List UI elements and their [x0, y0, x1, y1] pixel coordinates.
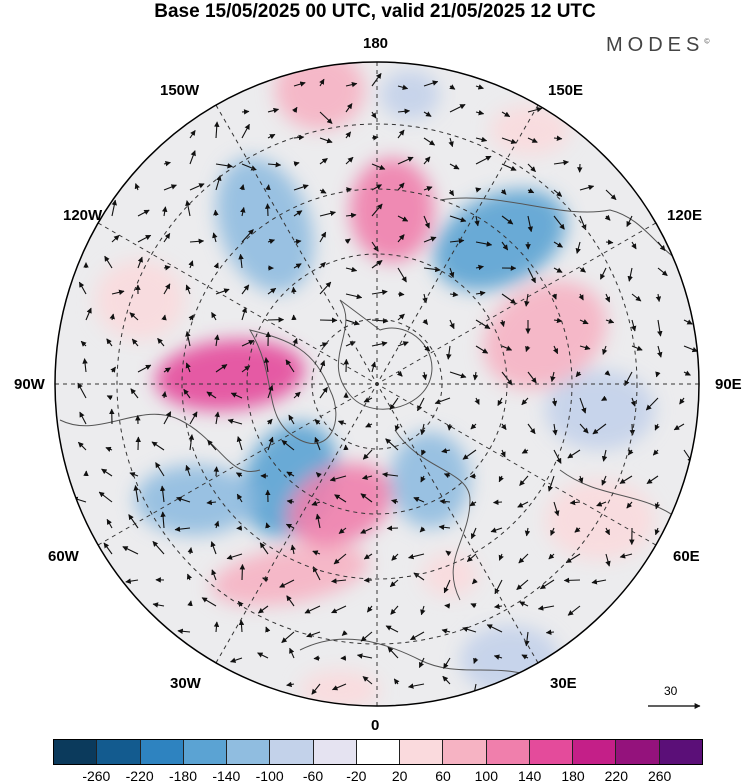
- reference-vector-label: 30: [664, 684, 677, 698]
- lon-label-60w: 60W: [48, 549, 79, 565]
- colorbar-tick-label: 20: [378, 768, 422, 784]
- colorbar-swatch: [97, 740, 140, 764]
- colorbar-tick-label: -100: [248, 768, 292, 784]
- anomaly-patch: [135, 465, 255, 535]
- wind-arrow: [398, 294, 404, 295]
- colorbar-tick-label: -260: [74, 768, 118, 784]
- wind-arrow: [268, 185, 269, 190]
- wind-arrow: [242, 565, 243, 581]
- lon-label-120w: 120W: [63, 208, 102, 224]
- colorbar-tick-label: -220: [118, 768, 162, 784]
- anomaly-patch: [545, 480, 655, 560]
- wind-arrow: [546, 632, 554, 633]
- anomaly-patch: [350, 158, 434, 262]
- colorbar-swatch: [357, 740, 400, 764]
- colorbar-tick-label: -20: [334, 768, 378, 784]
- colorbar-tick-label: 100: [464, 768, 508, 784]
- wind-arrow: [268, 204, 269, 216]
- wind-arrow: [470, 476, 476, 477]
- brand-name: MODES: [606, 34, 704, 56]
- wind-arrow: [314, 658, 320, 659]
- colorbar-swatch: [184, 740, 227, 764]
- anomaly-patch: [275, 50, 365, 130]
- colorbar-swatch: [227, 740, 270, 764]
- colorbar-tick-label: 180: [551, 768, 595, 784]
- anomaly-patch: [390, 432, 470, 528]
- colorbar-swatch: [616, 740, 659, 764]
- wind-arrow: [293, 287, 294, 294]
- wind-arrow: [564, 580, 580, 581]
- wind-arrow: [242, 111, 249, 112]
- lon-label-30e: 30E: [550, 676, 577, 692]
- colorbar-swatch: [660, 740, 702, 764]
- colorbar-tick-label: -140: [204, 768, 248, 784]
- lon-label-150w: 150W: [160, 83, 199, 99]
- colorbar: [53, 739, 703, 765]
- colorbar-swatch: [530, 740, 573, 764]
- lon-label-30w: 30W: [170, 676, 201, 692]
- colorbar-swatch: [573, 740, 616, 764]
- lon-label-120e: 120E: [667, 208, 702, 224]
- lon-label-150e: 150E: [548, 83, 583, 99]
- wind-arrow: [216, 467, 217, 476]
- colorbar-swatch: [443, 740, 486, 764]
- wind-arrow: [445, 605, 450, 606]
- colorbar-swatch: [314, 740, 357, 764]
- colorbar-swatch: [270, 740, 313, 764]
- lon-label-0: 0: [371, 718, 379, 734]
- wind-arrow: [364, 580, 372, 581]
- colorbar-swatch: [141, 740, 184, 764]
- lon-label-180: 180: [363, 36, 388, 52]
- colorbar-swatch: [400, 740, 443, 764]
- lon-label-90w: 90W: [14, 377, 45, 393]
- colorbar-tick-label: 220: [594, 768, 638, 784]
- colorbar-tick-label: -180: [161, 768, 205, 784]
- colorbar-swatch: [54, 740, 97, 764]
- colorbar-tick-label: 60: [421, 768, 465, 784]
- wind-arrow: [606, 242, 613, 243]
- lon-label-60e: 60E: [673, 549, 700, 565]
- colorbar-tick-label: -60: [291, 768, 335, 784]
- colorbar-tick-label: 140: [508, 768, 552, 784]
- modes-logo: MODES©: [606, 34, 710, 57]
- lon-label-90e: 90E: [715, 377, 742, 393]
- wind-arrow: [215, 210, 216, 216]
- map-title: Base 15/05/2025 00 UTC, valid 21/05/2025…: [0, 0, 750, 24]
- wind-arrow: [494, 502, 503, 503]
- anomaly-patch: [95, 260, 185, 340]
- brand-mark: ©: [704, 38, 709, 45]
- wind-arrow: [387, 528, 398, 529]
- colorbar-tick-label: 260: [638, 768, 682, 784]
- anomaly-patch: [380, 70, 440, 120]
- colorbar-swatch: [487, 740, 530, 764]
